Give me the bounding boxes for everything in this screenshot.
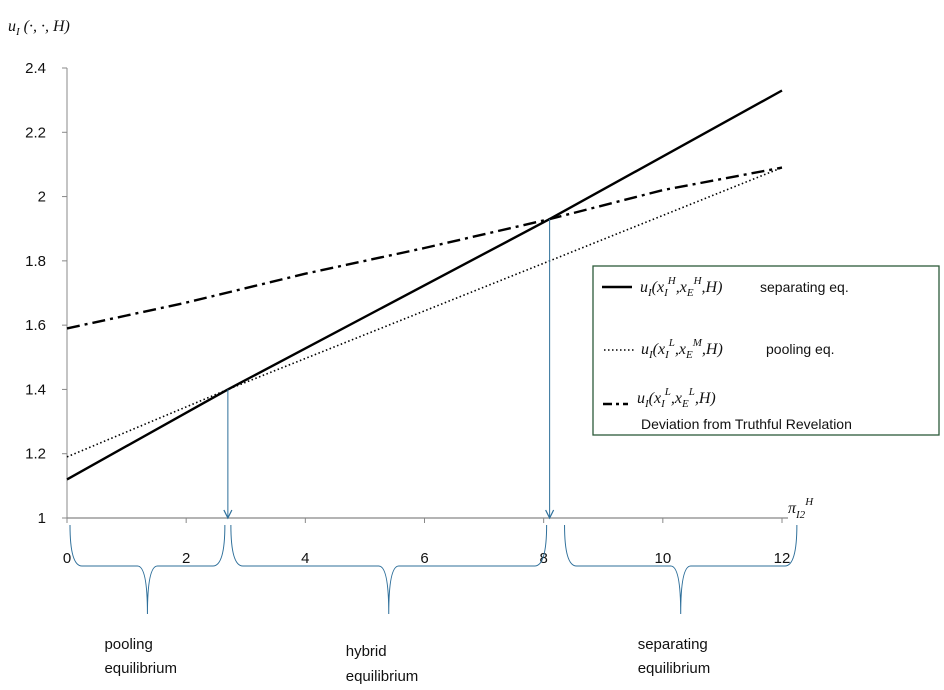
legend: uI(xIH,xEH,H) separating eq. uI(xIL,xEM,… (592, 265, 940, 436)
region-brace (69, 524, 226, 615)
series-layer (66, 89, 783, 481)
region-brace (230, 524, 548, 615)
legend-label-deviation: Deviation from Truthful Revelation (641, 416, 852, 432)
region-label-line1: separating (638, 636, 708, 653)
y-tick-label: 1.4 (25, 381, 46, 398)
x-tick-label: 12 (774, 550, 791, 567)
y-tick-label: 1.2 (25, 446, 46, 463)
y-tick-label: 2.2 (25, 124, 46, 141)
x-axis-title: πI2H (788, 496, 814, 521)
region-label-line1: hybrid (346, 643, 387, 660)
region-brace (564, 524, 798, 615)
y-tick-label: 2 (38, 189, 46, 206)
legend-math-separating: uI(xIH,xEH,H) (640, 275, 722, 299)
y-axis-title: uI (·, ·, H) (8, 18, 70, 38)
region-label-line2: equilibrium (638, 660, 711, 677)
legend-math-pooling: uI(xIL,xEM,H) (641, 337, 723, 361)
series-line-deviation (66, 166, 783, 330)
region-braces: pooling equilibrium hybrid equilibrium separ… (69, 524, 798, 685)
threshold-arrowhead (545, 509, 555, 520)
x-tick-label: 2 (182, 550, 190, 567)
x-tick-label: 10 (654, 550, 671, 567)
legend-label-pooling: pooling eq. (766, 341, 835, 357)
legend-label-separating: separating eq. (760, 279, 849, 295)
x-tick-label: 4 (301, 550, 309, 567)
legend-box (592, 265, 940, 436)
region-label-line2: equilibrium (346, 668, 419, 685)
y-ticks: 1 1.2 1.4 1.6 1.8 2 2.2 2.4 (25, 60, 67, 527)
series-line-separating (66, 89, 783, 481)
region-label-line2: equilibrium (104, 660, 177, 677)
y-tick-label: 1.6 (25, 317, 46, 334)
threshold-arrowhead (223, 509, 233, 520)
x-ticks: 0 2 4 6 8 10 12 (63, 518, 791, 567)
x-tick-label: 6 (420, 550, 428, 567)
x-tick-label: 8 (539, 550, 547, 567)
y-tick-label: 1.8 (25, 253, 46, 270)
threshold-arrows (223, 219, 555, 520)
region-label-line1: pooling (104, 636, 152, 653)
y-tick-label: 1 (38, 510, 46, 527)
legend-math-deviation: uI(xIL,xEL,H) (637, 386, 716, 410)
x-tick-label: 0 (63, 550, 71, 567)
y-tick-label: 2.4 (25, 60, 46, 77)
